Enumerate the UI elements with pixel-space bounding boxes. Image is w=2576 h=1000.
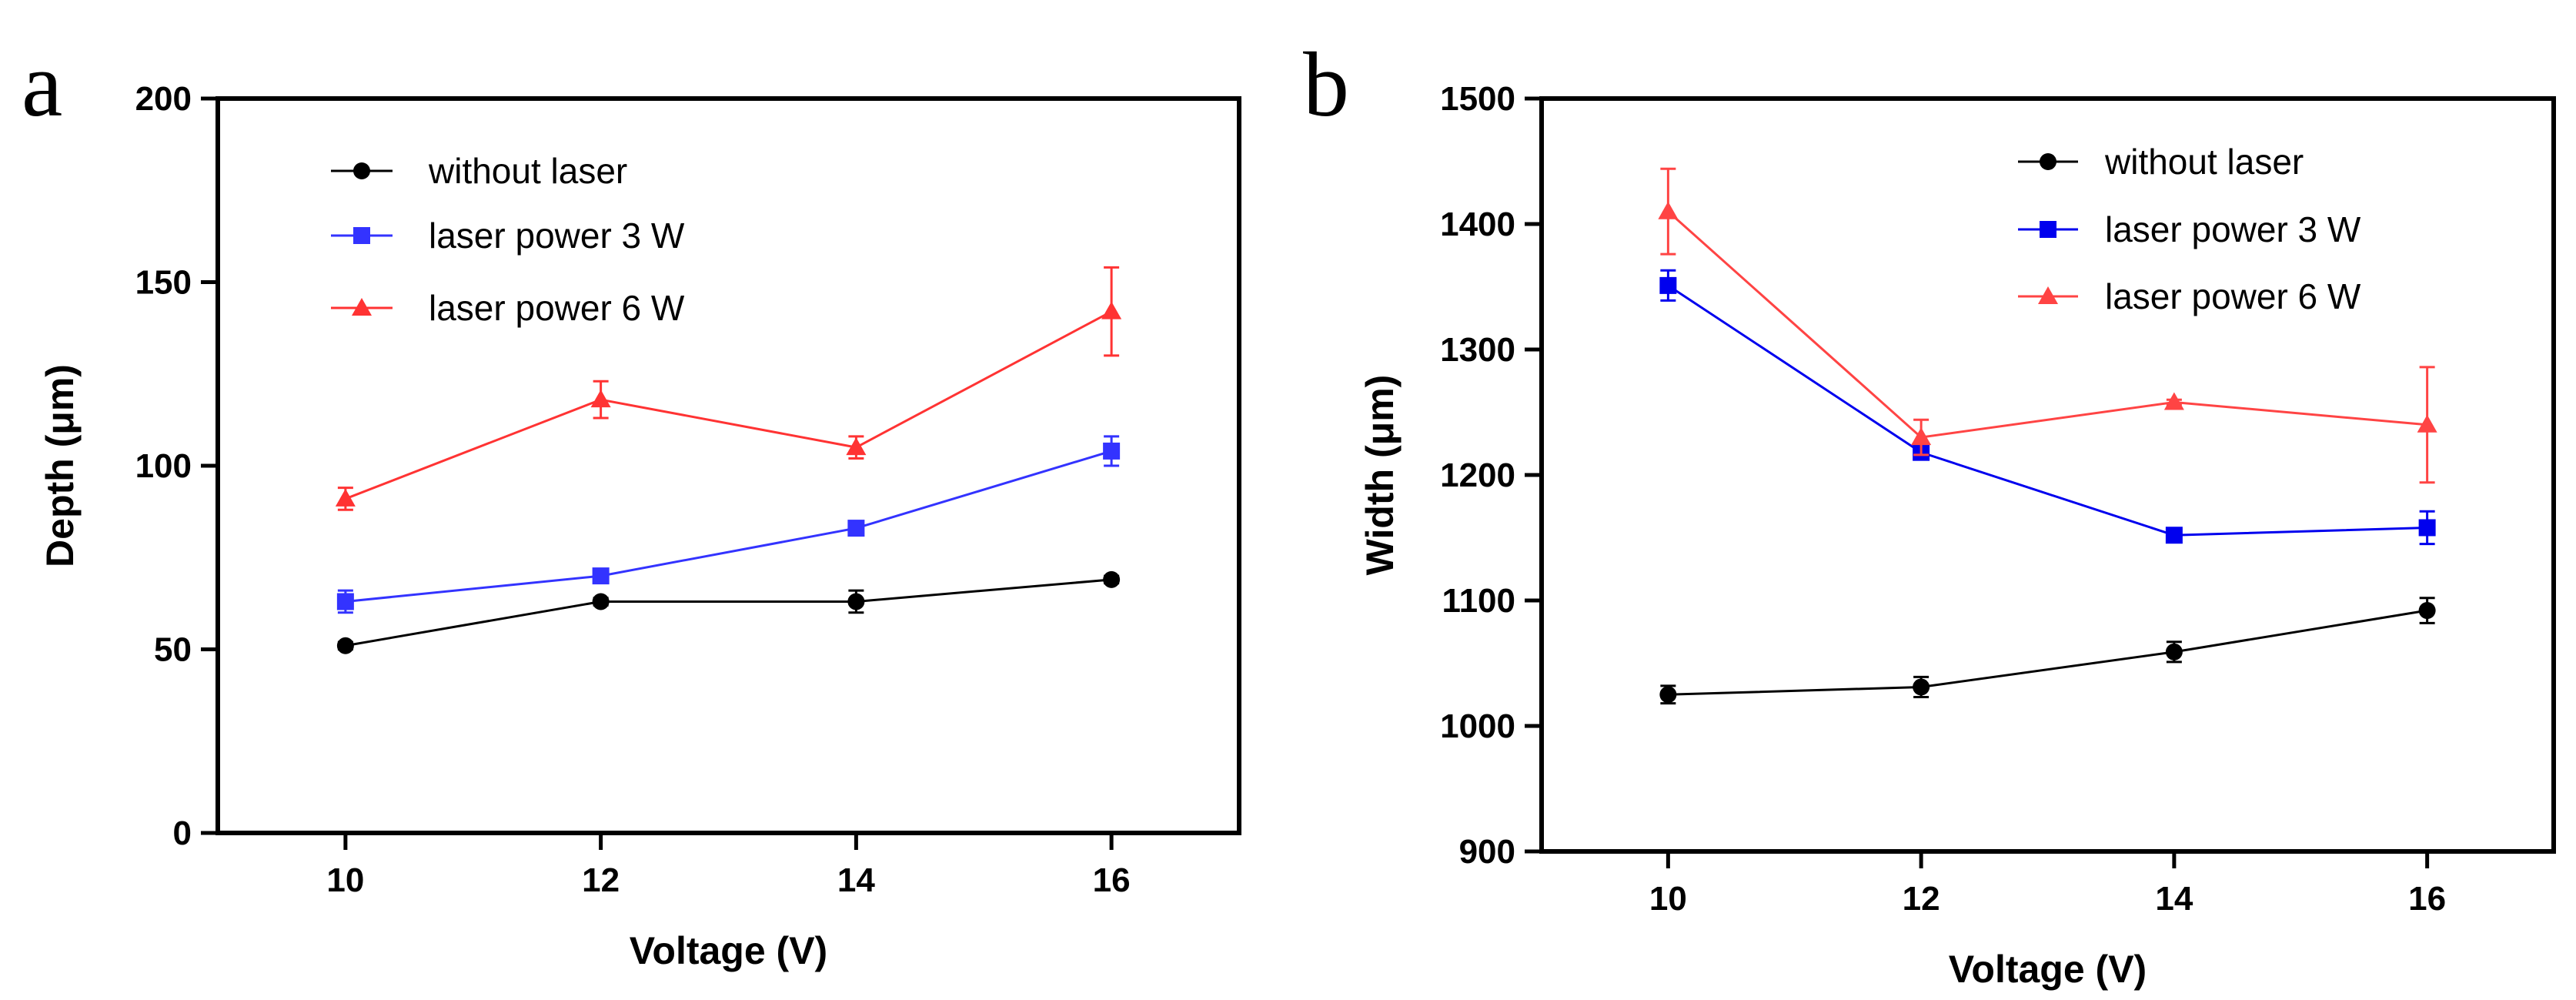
data-point [1913, 678, 1930, 696]
plot-frame [216, 96, 1241, 835]
data-point [847, 593, 865, 610]
legend-label: laser power 3 W [2105, 209, 2361, 249]
series-line [1668, 609, 2427, 696]
y-tick-label: 0 [173, 814, 192, 852]
series-line [1667, 284, 2427, 537]
data-point [846, 437, 867, 456]
series-laser-power-3-w [336, 435, 1121, 614]
legend-item: laser power 3 W [2018, 209, 2361, 249]
data-point [2165, 527, 2183, 544]
legend-item: laser power 3 W [331, 216, 685, 256]
legend-marker [2040, 221, 2056, 238]
series-line [345, 450, 1112, 603]
legend-marker [353, 227, 370, 244]
legend-label: laser power 6 W [2105, 276, 2361, 316]
chart-panel-a: a 0 50 100 150 200 10 12 14 16 Voltage (V) Depth (μ… [22, 33, 1241, 972]
legend-label: laser power 6 W [429, 288, 685, 328]
x-tick-label: 14 [2155, 880, 2193, 918]
series-without-laser [336, 570, 1121, 654]
x-tick-label: 12 [1903, 880, 1940, 918]
x-tick-label: 16 [1093, 861, 1131, 899]
data-point [1911, 427, 1932, 446]
legend-marker [2038, 286, 2058, 304]
x-tick-label: 10 [1649, 880, 1687, 918]
legend-marker [352, 298, 372, 316]
panel-letter: b [1303, 33, 1349, 135]
legend-label: laser power 3 W [429, 216, 685, 256]
x-tick-label: 12 [582, 861, 620, 899]
y-tick-label: 100 [135, 447, 192, 485]
data-point [2418, 602, 2436, 620]
data-point [336, 637, 354, 654]
series-without-laser [1659, 597, 2436, 705]
data-point [1103, 570, 1121, 588]
y-tick-label: 1100 [1442, 582, 1515, 620]
data-point [1659, 276, 1677, 294]
y-tick-label: 1500 [1440, 80, 1515, 118]
data-point [847, 520, 865, 537]
legend-item: laser power 6 W [2018, 276, 2361, 316]
data-point [336, 593, 354, 610]
series-laser-power-6-w [335, 266, 1122, 511]
y-axis-title: Depth (μm) [38, 364, 82, 567]
y-tick-label: 200 [135, 80, 192, 118]
x-axis-title: Voltage (V) [630, 929, 827, 972]
data-point [335, 488, 356, 507]
legend-label: without laser [2104, 142, 2304, 182]
y-tick-label: 1200 [1440, 457, 1515, 494]
data-point [592, 567, 610, 585]
legend-marker [353, 162, 370, 179]
y-tick-label: 1000 [1440, 707, 1515, 745]
y-axis-title: Width (μm) [1358, 375, 1402, 576]
data-point [1659, 686, 1677, 704]
data-point [1103, 442, 1121, 460]
y-tick-label: 900 [1459, 833, 1515, 871]
legend-label: without laser [428, 151, 627, 191]
legend-marker [2040, 153, 2056, 170]
y-tick-label: 1400 [1440, 206, 1515, 243]
series-line [1667, 210, 2427, 439]
legend-item: without laser [2018, 142, 2304, 182]
y-tick-label: 150 [135, 264, 192, 302]
data-point [2418, 519, 2436, 537]
x-tick-label: 10 [326, 861, 364, 899]
series-laser-power-6-w [1658, 167, 2437, 484]
y-tick-label: 50 [154, 631, 192, 669]
series-line [345, 310, 1112, 500]
legend-item: without laser [331, 151, 627, 191]
x-tick-label: 14 [837, 861, 875, 899]
data-point [592, 593, 610, 610]
legend-item: laser power 6 W [331, 288, 685, 328]
x-axis-title: Voltage (V) [1949, 948, 2147, 991]
data-point [2163, 392, 2184, 410]
x-tick-label: 16 [2408, 880, 2446, 918]
panel-letter: a [22, 33, 62, 135]
data-point [1101, 301, 1122, 319]
y-tick-label: 1300 [1440, 331, 1515, 369]
plot-frame [1539, 96, 2556, 854]
data-point [590, 390, 611, 408]
data-point [1658, 201, 1679, 219]
chart-panel-b: b 900 1000 1100 1200 1300 1400 1500 10 12 14 16 Volt… [1303, 33, 2556, 991]
series-line [345, 578, 1112, 647]
data-point [2417, 414, 2437, 433]
data-point [2165, 643, 2183, 661]
